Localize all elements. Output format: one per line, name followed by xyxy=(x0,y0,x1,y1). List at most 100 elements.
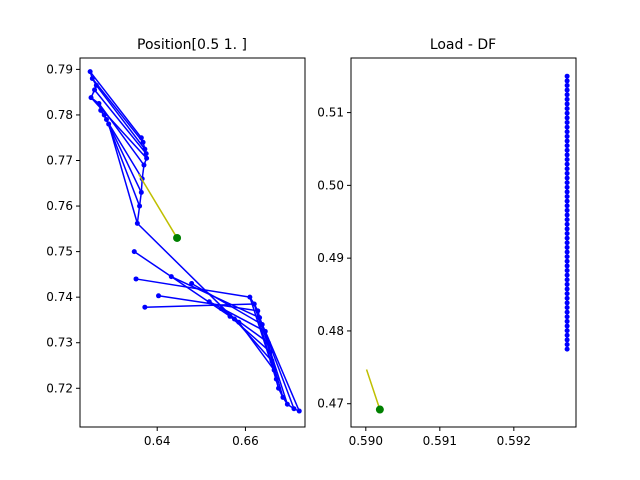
data-point xyxy=(106,121,112,127)
data-point xyxy=(564,180,570,186)
data-point xyxy=(134,220,140,226)
data-point xyxy=(255,308,261,314)
data-point xyxy=(564,96,570,102)
series-line xyxy=(138,173,178,239)
data-point xyxy=(284,401,290,407)
data-point xyxy=(291,406,297,412)
x-tick-label: 0.590 xyxy=(349,434,383,448)
data-point xyxy=(564,258,570,264)
series-line xyxy=(365,369,381,410)
chart-title: Position[0.5 1. ] xyxy=(137,37,247,53)
data-point xyxy=(236,319,242,325)
data-point xyxy=(133,276,139,282)
data-point xyxy=(251,301,257,307)
data-point xyxy=(564,133,570,139)
data-point xyxy=(564,267,570,273)
y-tick-label: 0.74 xyxy=(46,290,73,304)
data-point xyxy=(564,175,570,181)
y-tick-label: 0.77 xyxy=(46,154,73,168)
series-segment xyxy=(144,303,255,308)
data-point xyxy=(564,147,570,153)
x-tick-label: 0.592 xyxy=(497,434,531,448)
data-point xyxy=(96,101,102,107)
data-point xyxy=(564,244,570,250)
data-point xyxy=(564,161,570,167)
data-point xyxy=(564,221,570,227)
data-point xyxy=(564,295,570,301)
y-tick-label: 0.47 xyxy=(317,397,344,411)
series-segment xyxy=(233,318,273,362)
data-point xyxy=(564,249,570,255)
data-point xyxy=(156,293,162,299)
data-point xyxy=(564,230,570,236)
data-point xyxy=(267,349,273,355)
data-point xyxy=(564,152,570,158)
x-tick-label: 0.66 xyxy=(232,434,259,448)
x-tick-label: 0.64 xyxy=(144,434,171,448)
series-segment xyxy=(136,205,141,224)
data-point xyxy=(276,385,282,391)
data-point xyxy=(564,166,570,172)
data-point xyxy=(259,322,265,327)
data-point xyxy=(564,300,570,306)
data-point xyxy=(564,235,570,241)
data-point xyxy=(564,337,570,343)
y-tick-label: 0.76 xyxy=(46,199,73,213)
data-point xyxy=(564,272,570,278)
data-point xyxy=(143,151,149,157)
data-point xyxy=(564,193,570,199)
series-segment xyxy=(107,123,139,224)
data-point xyxy=(564,189,570,195)
y-tick-label: 0.79 xyxy=(46,62,73,76)
series-segment xyxy=(264,331,300,412)
data-point xyxy=(257,315,263,321)
data-point xyxy=(564,341,570,347)
data-point xyxy=(564,226,570,232)
data-point xyxy=(564,328,570,334)
series-segment xyxy=(191,282,263,326)
data-point xyxy=(564,240,570,246)
y-tick-label: 0.49 xyxy=(317,251,344,265)
data-point xyxy=(564,314,570,320)
data-point xyxy=(137,203,143,209)
data-point xyxy=(564,124,570,130)
plot-area xyxy=(365,73,570,414)
data-point xyxy=(564,198,570,204)
series-segment xyxy=(135,278,250,298)
subplot-position: Position[0.5 1. ] 0.64 0.66 0.72 0.73 0.74 0.… xyxy=(46,37,306,448)
data-point xyxy=(564,254,570,260)
data-point xyxy=(564,92,570,98)
axis-ticks: 0.590 0.591 0.592 0.47 0.48 0.49 0.50 0.51 xyxy=(317,106,531,448)
data-point xyxy=(564,203,570,209)
data-point xyxy=(262,328,268,334)
y-tick-label: 0.75 xyxy=(46,245,73,259)
data-point xyxy=(101,112,107,118)
axes-frame xyxy=(350,57,577,428)
data-point xyxy=(564,304,570,310)
data-point xyxy=(189,281,195,286)
data-point xyxy=(564,332,570,338)
series-segment xyxy=(238,321,275,371)
data-point xyxy=(564,143,570,149)
data-point xyxy=(89,76,95,81)
data-point xyxy=(564,346,570,352)
series-segment xyxy=(93,89,147,155)
current-marker xyxy=(173,233,182,242)
data-point xyxy=(218,306,224,312)
data-point xyxy=(269,358,275,364)
data-point xyxy=(273,376,279,382)
series-segment xyxy=(91,78,144,143)
data-point xyxy=(564,207,570,213)
data-point xyxy=(564,129,570,135)
data-point xyxy=(88,95,94,101)
data-point xyxy=(138,135,144,141)
y-tick-label: 0.50 xyxy=(317,178,344,192)
y-tick-label: 0.72 xyxy=(46,381,73,395)
y-tick-label: 0.73 xyxy=(46,336,73,350)
data-point xyxy=(564,277,570,283)
data-point xyxy=(564,101,570,107)
data-point xyxy=(206,299,212,305)
axis-ticks: 0.64 0.66 0.72 0.73 0.74 0.75 0.76 0.77 0.78 0.79 xyxy=(46,62,259,448)
y-tick-label: 0.48 xyxy=(317,324,344,338)
